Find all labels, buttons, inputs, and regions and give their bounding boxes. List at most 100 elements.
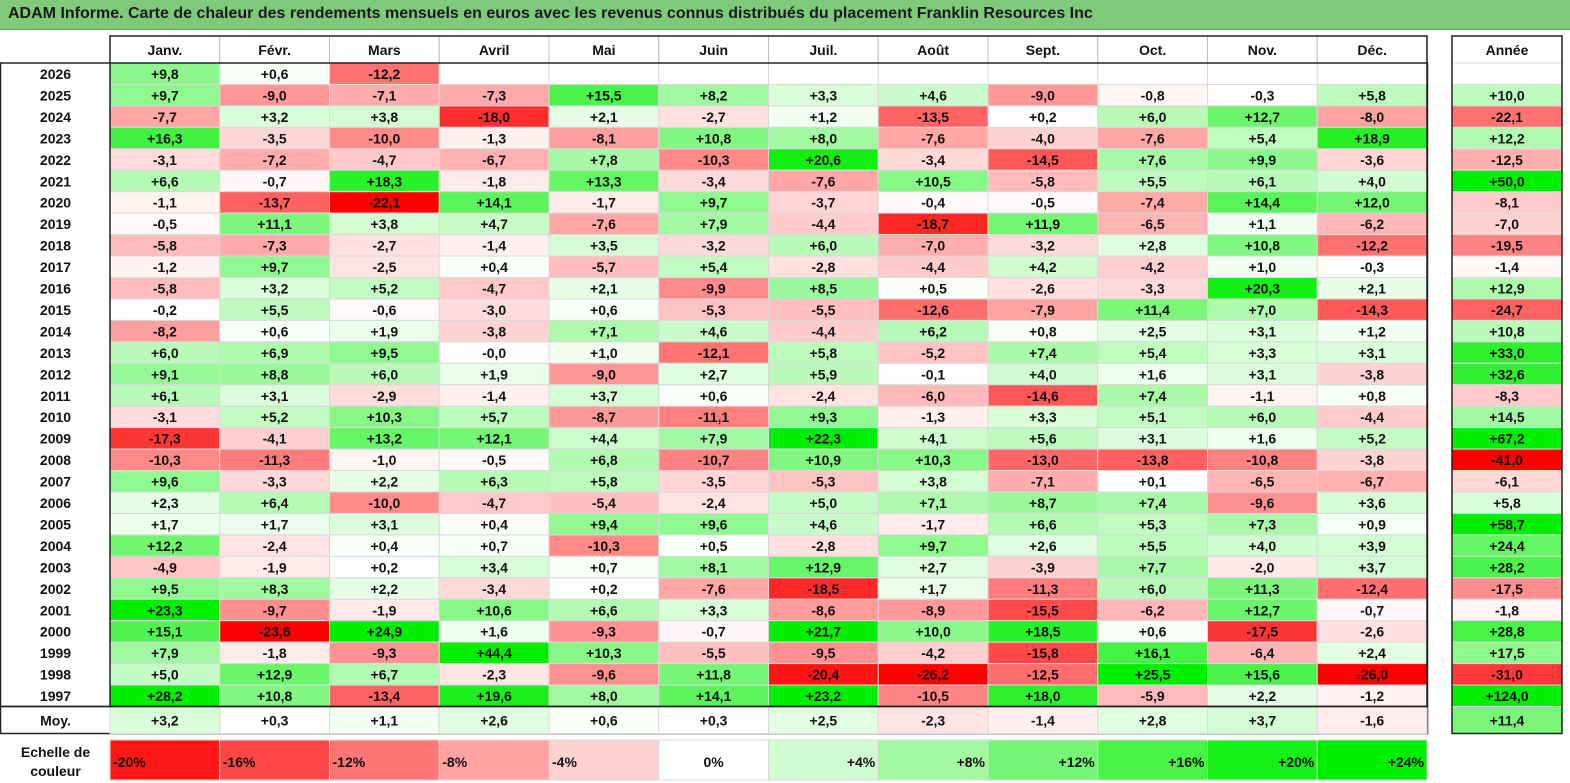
cell-value: -10,3 — [698, 152, 730, 168]
scale-step-label: -12% — [333, 754, 366, 770]
cell-value: +3,1 — [1249, 366, 1277, 382]
cell-value: +0,5 — [700, 538, 728, 554]
cell-value: +8,8 — [261, 366, 289, 382]
cell-value: +10,3 — [915, 452, 951, 468]
cell-value: -9,6 — [592, 667, 616, 683]
cell-value: +3,8 — [919, 474, 947, 490]
cell-value: +4,6 — [810, 516, 838, 532]
row-year-label: 2015 — [40, 302, 71, 318]
cell-value: -6,5 — [1141, 216, 1165, 232]
heatmap-cell — [658, 62, 769, 85]
year-total-value: -22,1 — [1491, 109, 1523, 125]
scale-swatch — [658, 739, 769, 781]
cell-value: +4,6 — [700, 323, 728, 339]
average-value: +2,6 — [480, 713, 508, 729]
cell-value: -23,6 — [259, 624, 291, 640]
scale-step-label: +12% — [1059, 754, 1096, 770]
cell-value: +12,1 — [476, 431, 512, 447]
scale-swatch — [987, 739, 1099, 781]
cell-value: -8,2 — [153, 323, 177, 339]
cell-value: -1,7 — [592, 195, 616, 211]
row-year-label: 2008 — [40, 452, 71, 468]
cell-value: +16,1 — [1135, 645, 1171, 661]
cell-value: +0,6 — [261, 323, 289, 339]
cell-value: +6,6 — [151, 173, 179, 189]
cell-value: -6,0 — [921, 388, 945, 404]
cell-value: +10,0 — [915, 624, 951, 640]
cell-value: +5,5 — [1139, 538, 1167, 554]
cell-value: -2,0 — [1250, 559, 1274, 575]
cell-value: -11,3 — [1027, 581, 1058, 597]
cell-value: +0,6 — [261, 66, 289, 82]
cell-value: -9,0 — [1031, 87, 1055, 103]
row-year-label: 2000 — [40, 624, 71, 640]
cell-value: +9,5 — [151, 581, 179, 597]
cell-value: -1,8 — [263, 645, 287, 661]
cell-value: -7,7 — [153, 109, 177, 125]
cell-value: +11,1 — [257, 216, 292, 232]
cell-value: +18,9 — [1354, 130, 1390, 146]
cell-value: -0,3 — [1360, 259, 1384, 275]
cell-value: -0,7 — [1360, 602, 1384, 618]
cell-value: -0,1 — [921, 366, 945, 382]
row-year-label: 2024 — [40, 109, 71, 125]
scale-swatch — [548, 739, 660, 781]
average-cell — [548, 706, 660, 734]
cell-value: -5,2 — [921, 345, 945, 361]
row-year-label: 2011 — [40, 388, 71, 404]
row-year-label: 2005 — [40, 516, 71, 532]
cell-value: +2,4 — [1358, 645, 1386, 661]
year-total-value: +67,2 — [1489, 431, 1525, 447]
cell-value: +0,4 — [480, 516, 508, 532]
scale-swatch — [329, 739, 440, 781]
cell-value: +2,3 — [151, 495, 179, 511]
heatmap-cell — [1207, 62, 1318, 85]
cell-value: -7,3 — [263, 238, 287, 254]
cell-value: -1,3 — [482, 130, 506, 146]
cell-value: +6,2 — [919, 323, 947, 339]
month-header: Juin — [699, 42, 728, 58]
cell-value: -7,0 — [921, 238, 945, 254]
cell-value: +6,3 — [480, 474, 508, 490]
cell-value: +6,0 — [371, 366, 399, 382]
scale-step-label: +24% — [1388, 754, 1425, 770]
cell-value: +16,3 — [147, 130, 183, 146]
cell-value: +2,6 — [1029, 538, 1057, 554]
cell-value: +8,1 — [700, 559, 728, 575]
year-total-value: -8,1 — [1495, 195, 1519, 211]
scale-step-label: -20% — [113, 754, 146, 770]
cell-value: -11,1 — [698, 409, 729, 425]
cell-value: +6,4 — [261, 495, 289, 511]
cell-value: -17,3 — [149, 431, 181, 447]
cell-value: +6,0 — [810, 238, 838, 254]
heatmap-cell — [438, 62, 550, 85]
cell-value: +10,8 — [1245, 238, 1281, 254]
cell-value: +5,4 — [700, 259, 728, 275]
cell-value: -0,2 — [153, 302, 177, 318]
month-header-cell — [768, 35, 879, 64]
cell-value: +2,1 — [1358, 281, 1386, 297]
cell-value: +12,9 — [257, 667, 293, 683]
row-year-label: 2018 — [40, 238, 71, 254]
cell-value: +4,0 — [1358, 173, 1386, 189]
cell-value: -12,1 — [698, 345, 730, 361]
cell-value: -4,0 — [1031, 130, 1055, 146]
cell-value: +7,9 — [700, 216, 728, 232]
cell-value: -0,6 — [372, 302, 396, 318]
cell-value: +1,9 — [371, 323, 399, 339]
cell-value: +1,2 — [810, 109, 838, 125]
cell-value: -4,7 — [482, 495, 506, 511]
year-total-value: -7,0 — [1495, 216, 1519, 232]
cell-value: +3,6 — [1358, 495, 1386, 511]
cell-value: +11,9 — [1026, 216, 1061, 232]
cell-value: +3,8 — [371, 109, 399, 125]
cell-value: +5,0 — [151, 667, 179, 683]
chart-title: ADAM Informe. Carte de chaleur des rende… — [8, 5, 1093, 22]
year-total-value: -1,4 — [1495, 259, 1519, 275]
cell-value: +14,4 — [1245, 195, 1281, 211]
cell-value: -12,4 — [1356, 581, 1388, 597]
cell-value: +5,2 — [371, 281, 399, 297]
average-value: -1,6 — [1360, 713, 1384, 729]
cell-value: -4,4 — [811, 216, 835, 232]
heatmap-cell — [768, 62, 879, 85]
